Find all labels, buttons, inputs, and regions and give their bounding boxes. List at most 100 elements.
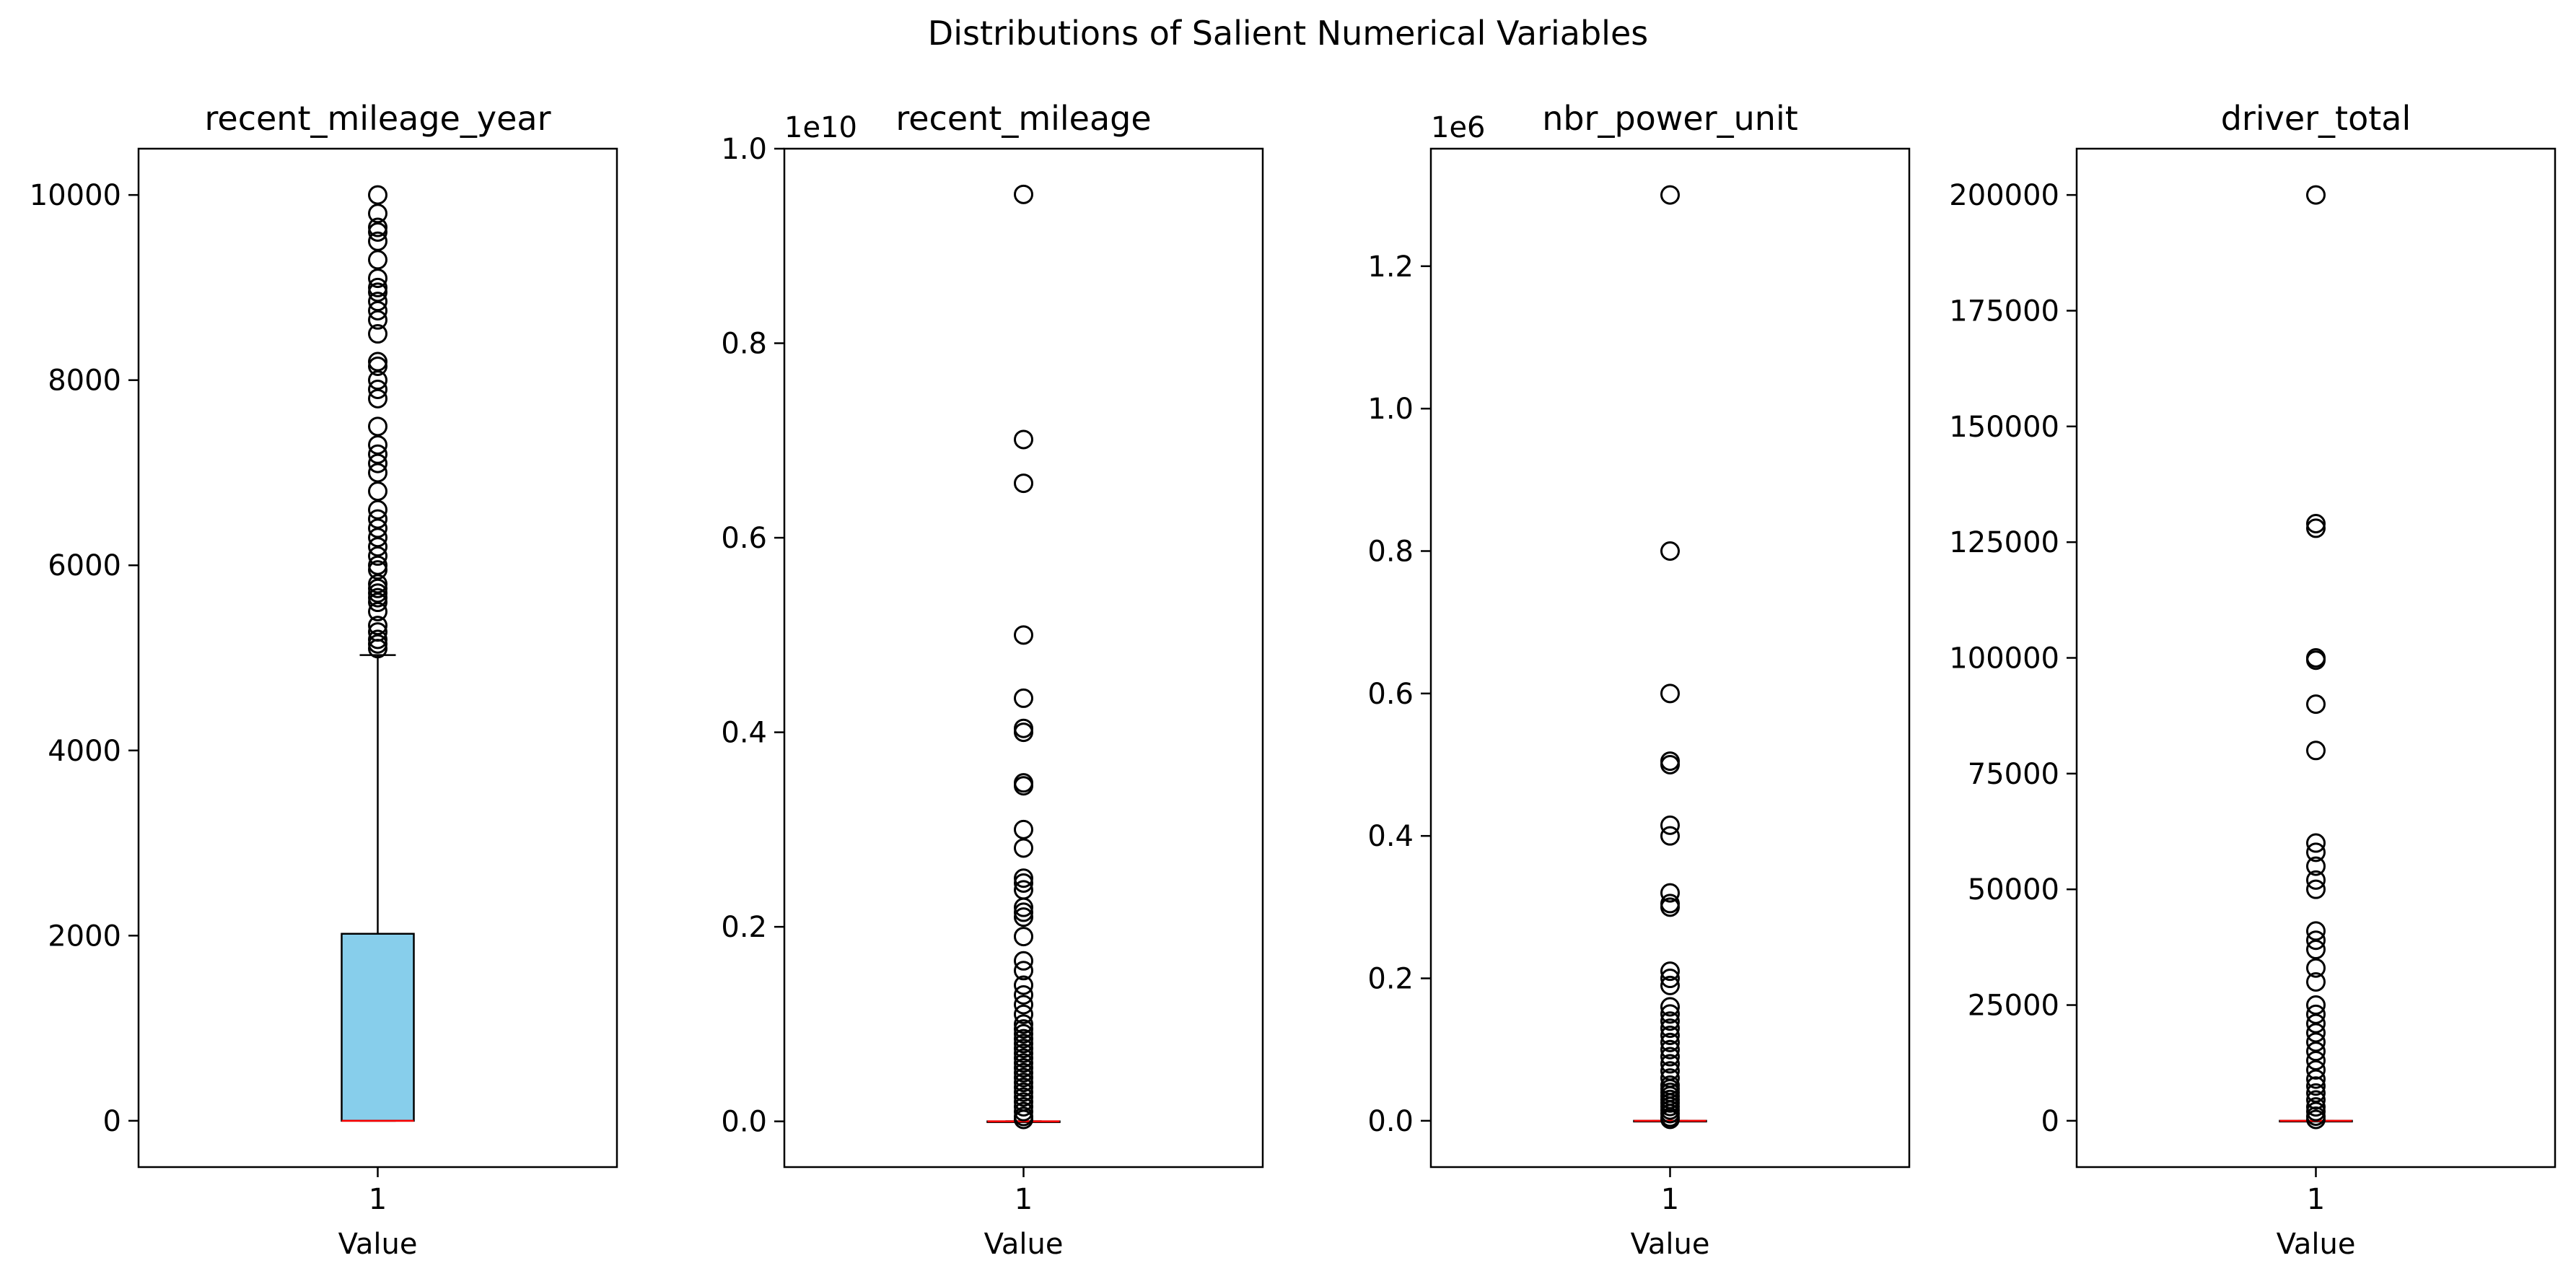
flier-point — [2306, 1076, 2326, 1096]
flier-point — [1660, 1032, 1680, 1052]
panel-recent-mileage-year: recent_mileage_year 0 2000 4000 6000 8000 1000… — [30, 99, 618, 1261]
flier-point — [1014, 1043, 1033, 1063]
flier-point — [2306, 650, 2326, 671]
flier-point — [1014, 1014, 1033, 1034]
flier-point — [1014, 1023, 1033, 1044]
flier-point — [368, 509, 387, 529]
flier-point — [368, 351, 387, 372]
flier-point — [368, 546, 387, 566]
y-tick-label: 0 — [103, 1105, 121, 1138]
flier-point — [368, 629, 387, 650]
x-axis-label: Value — [1631, 1228, 1710, 1261]
y-tick-label: 0.6 — [1367, 678, 1414, 711]
flier-point — [1014, 429, 1033, 450]
y-tick-label: 75000 — [1968, 758, 2059, 791]
flier-point — [368, 578, 387, 598]
flier-point — [2306, 694, 2326, 715]
flier-point — [1660, 1109, 1680, 1130]
flier-point — [1014, 1034, 1033, 1054]
panel-title: recent_mileage_year — [205, 99, 551, 138]
x-axis-label: Value — [338, 1228, 418, 1261]
flier-point — [1014, 1082, 1033, 1102]
flier-point — [1014, 688, 1033, 708]
flier-point — [2306, 1090, 2326, 1110]
flier-point — [1014, 1077, 1033, 1097]
flier-point — [2306, 995, 2326, 1016]
flier-point — [1014, 1087, 1033, 1107]
y-tick-label: 2000 — [48, 920, 121, 953]
flier-point — [368, 282, 387, 302]
panel-driver-total: driver_total 0 25000 50000 75000 100000 125000… — [1949, 99, 2557, 1261]
flier-point — [368, 583, 387, 603]
flier-point — [368, 634, 387, 654]
flier-point — [368, 528, 387, 548]
y-tick-label: 200000 — [1949, 179, 2059, 212]
flier-point — [1014, 873, 1033, 893]
y-tick-label: 8000 — [48, 364, 121, 398]
flier-point — [368, 268, 387, 289]
flier-point — [368, 616, 387, 636]
flier-point — [2306, 1083, 2326, 1103]
y-tick-label: 0.0 — [721, 1106, 767, 1139]
flier-point — [1014, 907, 1033, 927]
flier-point — [1014, 1039, 1033, 1059]
y-tick-label: 1.0 — [1367, 393, 1414, 426]
flier-point — [1014, 1096, 1033, 1117]
flier-point — [1660, 1047, 1680, 1067]
y-tick-label: 150000 — [1949, 411, 2059, 444]
flier-point — [2306, 940, 2326, 960]
flier-point — [2306, 185, 2326, 205]
y-tick-label: 4000 — [48, 735, 121, 768]
y-tick-label: 0.2 — [1367, 963, 1414, 996]
y-tick-label: 6000 — [48, 549, 121, 582]
flier-point — [1014, 1019, 1033, 1039]
flier-point — [1014, 1067, 1033, 1088]
flier-point — [368, 453, 387, 473]
flier-point — [368, 463, 387, 483]
flier-point — [1660, 975, 1680, 995]
flier-point — [2306, 1050, 2326, 1070]
flier-point — [368, 277, 387, 297]
flier-point — [1014, 1073, 1033, 1093]
flier-point — [368, 518, 387, 538]
flier-point — [368, 537, 387, 557]
flier-point — [1014, 1062, 1033, 1083]
flier-point — [2306, 741, 2326, 761]
x-tick-label: 1 — [1015, 1183, 1033, 1216]
flier-point — [1014, 902, 1033, 922]
y-tick-label: 0.8 — [721, 328, 767, 361]
flier-point — [2306, 1060, 2326, 1080]
flier-point — [368, 555, 387, 575]
flier-point — [1660, 1039, 1680, 1060]
flier-point — [1660, 1018, 1680, 1039]
flier-point — [2306, 1097, 2326, 1117]
y-tick-label: 25000 — [1968, 990, 2059, 1023]
flier-point — [368, 222, 387, 242]
x-axis-label: Value — [984, 1228, 1064, 1261]
flier-point — [368, 574, 387, 594]
flier-point — [2306, 958, 2326, 978]
flier-point — [368, 601, 387, 621]
panel-nbr-power-unit: nbr_power_unit 1e6 0.0 0.2 0.4 0.6 0.8 1.0 1.2 1 V… — [1367, 99, 1911, 1261]
flier-point — [2306, 1023, 2326, 1043]
flier-point — [368, 231, 387, 251]
flier-point — [368, 310, 387, 330]
flier-point — [368, 416, 387, 437]
flier-point — [1660, 883, 1680, 903]
y-tick-label: 50000 — [1968, 873, 2059, 907]
flier-point — [1660, 1011, 1680, 1031]
x-tick-label: 1 — [1661, 1183, 1679, 1216]
flier-point — [1014, 1058, 1033, 1078]
flier-point — [368, 250, 387, 270]
flier-point — [1014, 1053, 1033, 1073]
flier-point — [368, 593, 387, 613]
flier-point — [368, 292, 387, 312]
flier-point — [2306, 842, 2326, 862]
flier-point — [1014, 838, 1033, 858]
flier-point — [2306, 1109, 2326, 1130]
flier-point — [1014, 951, 1033, 971]
flier-point — [1660, 755, 1680, 775]
flier-point — [1660, 997, 1680, 1017]
flier-point — [1014, 625, 1033, 645]
